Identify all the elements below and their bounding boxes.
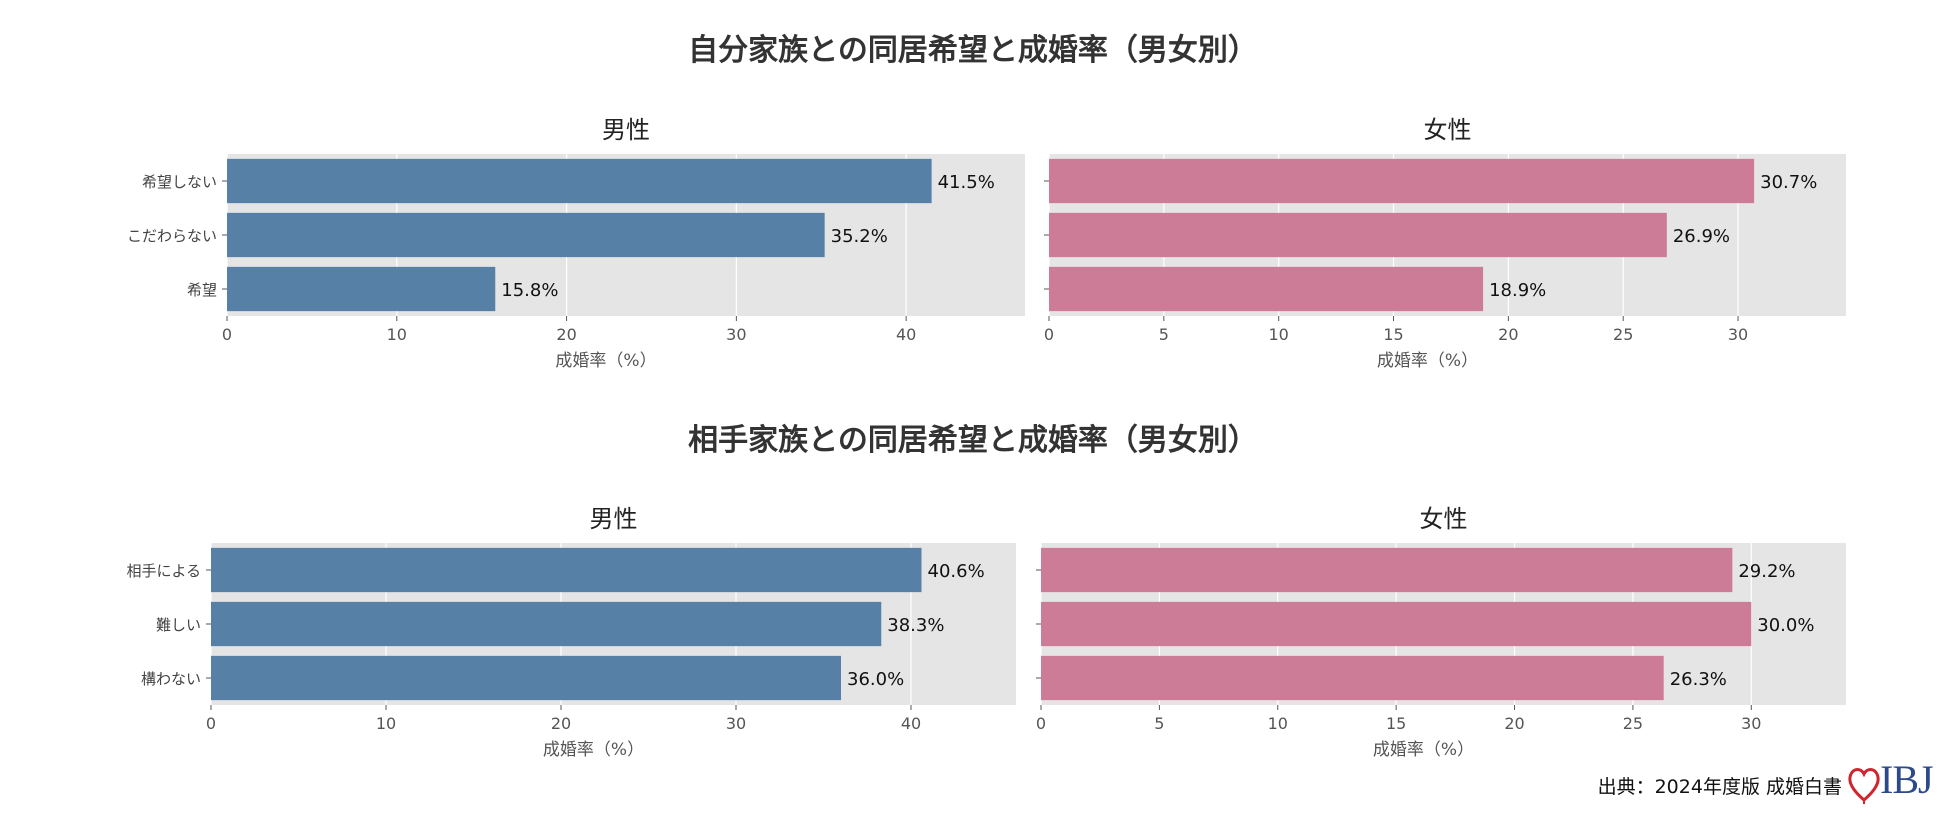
bar-0-2 [227,266,496,312]
x-axis-label-0: 成婚率（%） [555,351,656,371]
data-label-1-0: 30.7% [1760,172,1817,193]
x-tick-label-3-4: 20 [1504,714,1524,733]
x-tick-label-2-3: 30 [726,714,746,733]
x-tick-label-3-5: 25 [1623,714,1643,733]
bar-0-1 [227,212,825,258]
y-tick-label-2-1: 難しい [156,616,201,634]
group-title-0: 自分家族との同居希望と成婚率（男女別） [688,33,1258,68]
heart-logo-icon [1848,768,1880,804]
x-tick-label-0-4: 40 [896,325,916,344]
x-tick-label-3-1: 5 [1154,714,1164,733]
x-tick-label-3-2: 10 [1268,714,1288,733]
bar-3-0 [1041,547,1733,593]
data-label-3-1: 30.0% [1757,615,1814,636]
bar-3-2 [1041,655,1664,701]
x-tick-label-0-0: 0 [222,325,232,344]
bar-2-0 [211,547,922,593]
x-tick-label-2-4: 40 [901,714,921,733]
y-tick-label-0-1: こだわらない [127,227,217,245]
data-label-3-2: 26.3% [1670,669,1727,690]
logo-text: IBJ [1880,757,1934,802]
x-tick-label-0-3: 30 [726,325,746,344]
panel-title-2: 男性 [590,505,638,533]
x-tick-label-3-3: 15 [1386,714,1406,733]
x-tick-label-3-6: 30 [1741,714,1761,733]
y-tick-label-0-2: 希望 [187,281,217,299]
data-label-2-2: 36.0% [847,669,904,690]
bar-1-2 [1049,266,1484,312]
x-tick-label-2-2: 20 [551,714,571,733]
bar-1-1 [1049,212,1667,258]
panel-title-3: 女性 [1420,505,1468,533]
x-tick-label-2-1: 10 [376,714,396,733]
x-tick-label-1-1: 5 [1159,325,1169,344]
data-label-0-0: 41.5% [938,172,995,193]
bar-2-2 [211,655,841,701]
x-tick-label-2-0: 0 [206,714,216,733]
y-tick-label-2-2: 構わない [141,670,201,688]
x-tick-label-0-2: 20 [556,325,576,344]
panel-title-0: 男性 [602,116,650,144]
x-tick-label-1-4: 20 [1498,325,1518,344]
x-tick-label-3-0: 0 [1036,714,1046,733]
bar-1-0 [1049,158,1755,204]
data-label-2-0: 40.6% [928,561,985,582]
source-caption: 出典：2024年度版 成婚白書 [1597,776,1842,798]
x-axis-label-2: 成婚率（%） [543,740,644,760]
x-axis-label-1: 成婚率（%） [1377,351,1478,371]
data-label-2-1: 38.3% [887,615,944,636]
bar-2-1 [211,601,882,647]
data-label-1-2: 18.9% [1489,280,1546,301]
x-tick-label-1-6: 30 [1728,325,1748,344]
x-tick-label-0-1: 10 [387,325,407,344]
group-title-2: 相手家族との同居希望と成婚率（男女別） [688,423,1258,458]
data-label-1-1: 26.9% [1673,226,1730,247]
data-label-3-0: 29.2% [1738,561,1795,582]
bar-0-0 [227,158,932,204]
x-tick-label-1-5: 25 [1613,325,1633,344]
x-tick-label-1-3: 15 [1383,325,1403,344]
panel-title-1: 女性 [1424,116,1472,144]
bar-3-1 [1041,601,1752,647]
x-axis-label-3: 成婚率（%） [1373,740,1474,760]
x-tick-label-1-0: 0 [1044,325,1054,344]
data-label-0-2: 15.8% [501,280,558,301]
y-tick-label-0-0: 希望しない [142,173,217,191]
data-label-0-1: 35.2% [831,226,888,247]
y-tick-label-2-0: 相手による [126,562,201,580]
ibj-logo: IBJ [1842,757,1934,806]
x-tick-label-1-2: 10 [1269,325,1289,344]
